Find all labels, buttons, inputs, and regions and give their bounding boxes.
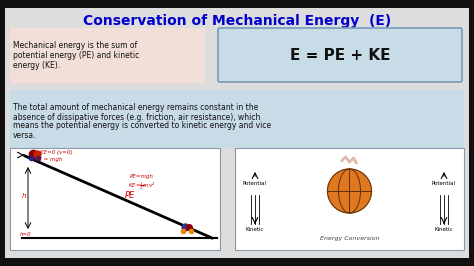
Text: PE=mgh: PE=mgh: [130, 174, 154, 179]
Text: KE=0 (v=0): KE=0 (v=0): [40, 150, 73, 155]
Text: Potential: Potential: [243, 181, 267, 186]
Bar: [10, 28, 205, 83]
Text: PE = mgh: PE = mgh: [35, 157, 63, 162]
Text: potential energy (PE) and kinetic: potential energy (PE) and kinetic: [13, 52, 139, 60]
Text: versa.: versa.: [13, 131, 36, 139]
Text: Kinetic: Kinetic: [435, 227, 453, 232]
Bar: [235, 148, 464, 250]
Text: The total amount of mechanical energy remains constant in the: The total amount of mechanical energy re…: [13, 103, 258, 113]
Text: PE: PE: [125, 191, 135, 200]
Text: h=0: h=0: [20, 232, 32, 237]
Bar: [10, 90, 464, 148]
Bar: [10, 148, 220, 250]
Text: h: h: [22, 193, 27, 199]
Text: Energy Conversion: Energy Conversion: [319, 236, 379, 241]
Text: Kinetic: Kinetic: [246, 227, 264, 232]
Text: KE=$\frac{1}{2}$mv²: KE=$\frac{1}{2}$mv²: [128, 180, 155, 192]
FancyBboxPatch shape: [218, 28, 462, 82]
Text: absence of dissipative forces (e.g. friction, air resistance), which: absence of dissipative forces (e.g. fric…: [13, 113, 260, 122]
Text: energy (KE).: energy (KE).: [13, 61, 60, 70]
Text: Mechanical energy is the sum of: Mechanical energy is the sum of: [13, 41, 137, 51]
Circle shape: [328, 169, 372, 213]
Text: Conservation of Mechanical Energy  (E): Conservation of Mechanical Energy (E): [83, 14, 391, 28]
Text: E = PE + KE: E = PE + KE: [290, 48, 390, 63]
Text: means the potential energy is converted to kinetic energy and vice: means the potential energy is converted …: [13, 122, 271, 131]
Text: Potential: Potential: [432, 181, 456, 186]
